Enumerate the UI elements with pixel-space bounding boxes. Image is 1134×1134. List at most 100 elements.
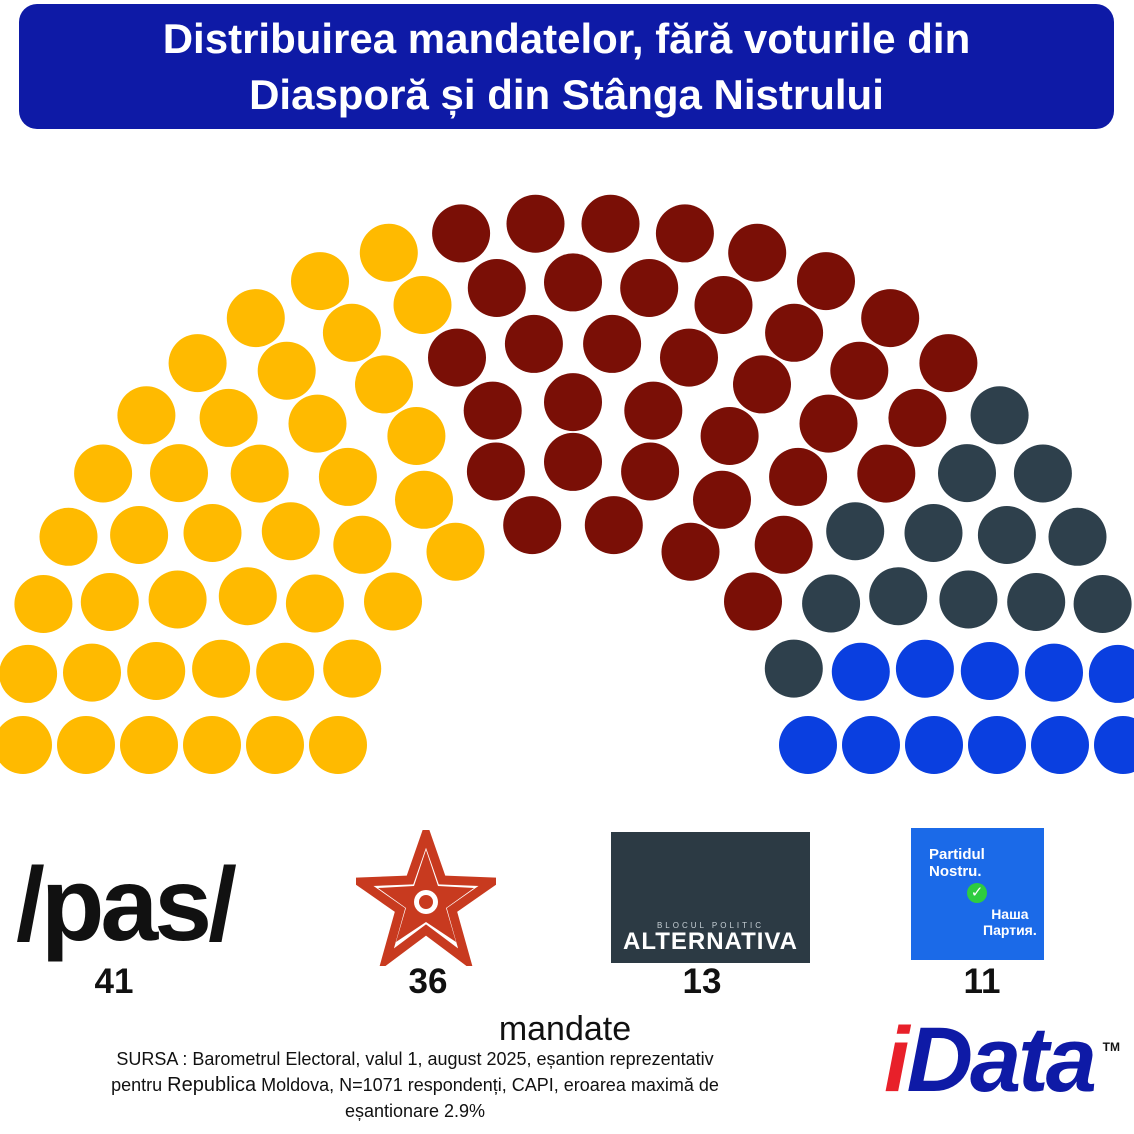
seat-pas [150,444,208,503]
count-pas: 41 [94,962,134,1001]
seat-alternativa [938,444,996,503]
seat-pas [80,573,139,631]
seat-pas [0,716,52,774]
seat-partidul-nostru [960,642,1019,700]
seat-psrm [693,470,751,529]
seat-pas [355,355,413,414]
source-line-2: pentru Republica Moldova, N=1071 respond… [111,1074,719,1096]
seat-pas [192,639,251,698]
seat-pas [39,507,98,566]
seat-pas [261,502,320,561]
seat-pas [395,470,453,529]
seat-psrm [506,194,565,253]
title-line-1: Distribuirea mandatelor, fără voturile d… [162,14,971,62]
seat-psrm [583,314,642,373]
seat-alternativa [764,639,823,698]
pas-logo-text: /pas/ [16,847,237,963]
seat-psrm [700,407,759,465]
alternativa-logo: BLOCUL POLITIC ALTERNATIVA [611,832,810,963]
seat-partidul-nostru [895,639,954,698]
seat-psrm [504,314,563,373]
pn-line-1: Partidul [929,846,985,863]
seat-pas [318,447,377,506]
seat-psrm [463,381,522,440]
seat-alternativa [1048,507,1107,566]
seat-alternativa [970,386,1029,445]
seat-psrm [620,259,679,317]
seat-pas [285,574,344,633]
count-alternativa: 13 [682,962,722,1001]
seat-alternativa [826,502,885,561]
pn-line-2: Nostru. [929,863,982,880]
seat-pas [230,444,289,503]
title-banner: Distribuirea mandatelor, fără voturile d… [19,4,1114,129]
seat-pas [323,639,382,698]
seat-psrm [544,253,602,312]
seat-pas [257,341,316,400]
seat-psrm [694,276,753,334]
seat-alternativa [1007,573,1066,631]
seat-alternativa [1073,575,1132,633]
seat-psrm [861,289,920,348]
seat-pas [333,515,392,574]
seat-psrm [428,328,486,387]
seat-pas [256,642,315,701]
seat-psrm [754,515,813,574]
count-partidul-nostru: 11 [963,962,1001,1001]
seat-pas [183,716,241,774]
seat-pas [120,716,178,774]
seat-partidul-nostru [1088,644,1134,703]
seat-psrm [655,204,714,263]
seat-partidul-nostru [842,716,900,774]
seat-psrm [799,394,858,453]
seat-pas [117,386,176,445]
seat-pas [393,276,452,334]
seat-partidul-nostru [1031,716,1089,774]
seat-pas [110,506,169,564]
seat-pas [291,252,349,311]
idata-logo: iData TM [884,1009,1120,1111]
red-star-logo [356,830,496,966]
seat-psrm [660,328,718,387]
seat-partidul-nostru [968,716,1026,774]
partidul-nostru-logo: Partidul Nostru. ✓ Наша Партия. [911,828,1044,960]
seat-pas [57,716,115,774]
seat-pas [14,575,73,633]
seat-pas [0,644,58,703]
seat-psrm [724,572,782,631]
seat-pas [183,504,242,562]
seat-psrm [466,442,525,501]
seat-alternativa [869,567,928,626]
title-line-2: Diasporă și din Stânga Nistrului [249,70,884,118]
seat-pas [359,223,418,282]
seat-psrm [728,223,787,282]
seat-psrm [544,432,602,491]
seat-psrm [467,259,526,317]
seat-partidul-nostru [1094,716,1134,774]
seat-psrm [432,204,491,263]
seat-psrm [624,381,683,440]
seat-partidul-nostru [905,716,963,774]
source-note: SURSA : Barometrul Electoral, valul 1, a… [40,1046,790,1124]
pn-line-4: Партия. [983,922,1037,938]
alternativa-small-text: BLOCUL POLITIC [656,921,765,930]
seat-pas [364,572,422,631]
seat-psrm [733,355,791,414]
seat-psrm [797,252,855,311]
mandate-label: mandate [498,1010,632,1048]
seat-partidul-nostru [779,716,837,774]
count-psrm: 36 [408,962,448,1001]
seat-psrm [765,303,824,362]
seat-psrm [919,334,978,393]
check-icon: ✓ [967,883,987,903]
seat-psrm [769,447,828,506]
seat-pas [148,570,207,629]
seat-pas [226,289,285,348]
hemicycle-chart [0,194,1134,774]
seat-pas [288,394,347,453]
seat-pas [63,643,121,702]
seat-psrm [830,341,889,400]
alternativa-main-text: ALTERNATIVA [623,928,798,955]
seat-psrm [584,496,643,555]
seat-pas [168,334,227,393]
